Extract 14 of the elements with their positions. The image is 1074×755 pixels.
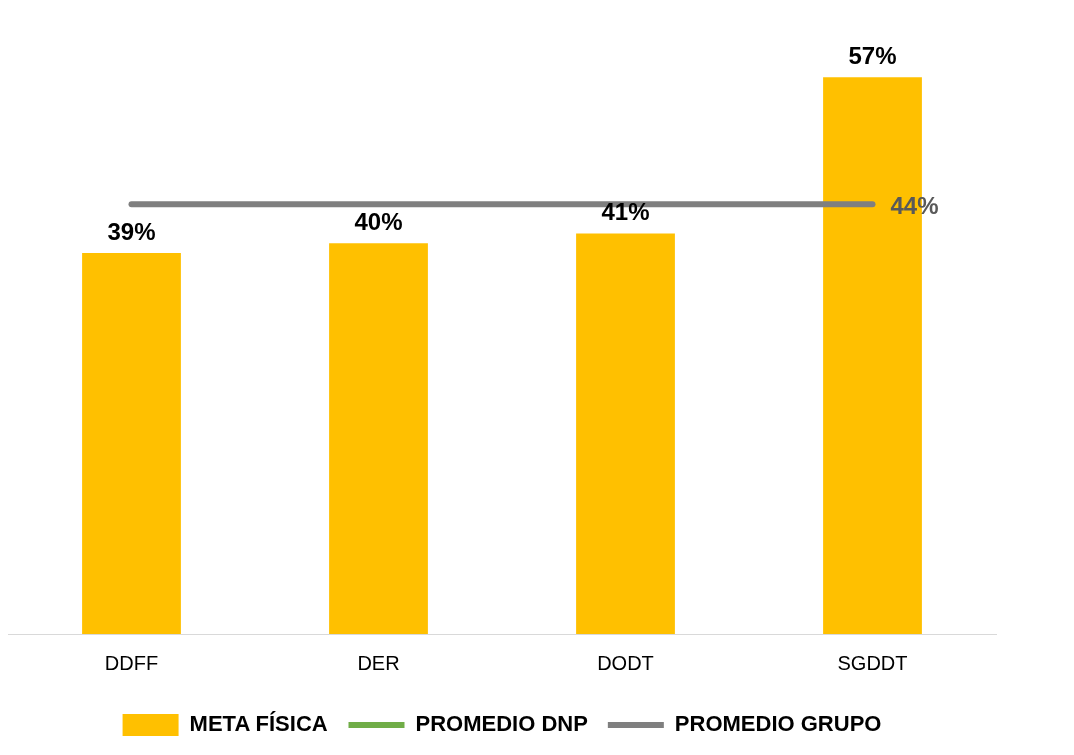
x-tick-label: DER [357,651,400,674]
data-label: 39% [107,217,156,245]
bar [82,253,181,634]
x-tick-label: DDFF [104,651,159,674]
bar [329,243,428,634]
legend-label: PROMEDIO DNP [415,711,588,737]
bar [576,233,675,634]
data-label: 41% [601,198,650,226]
legend-label: PROMEDIO GRUPO [674,711,882,737]
legend-label: META FÍSICA [189,711,328,737]
data-label: 57% [848,41,897,69]
data-label: 40% [354,207,403,235]
x-tick-label: DODT [597,651,654,674]
x-tick-label: SGDDT [837,651,908,674]
